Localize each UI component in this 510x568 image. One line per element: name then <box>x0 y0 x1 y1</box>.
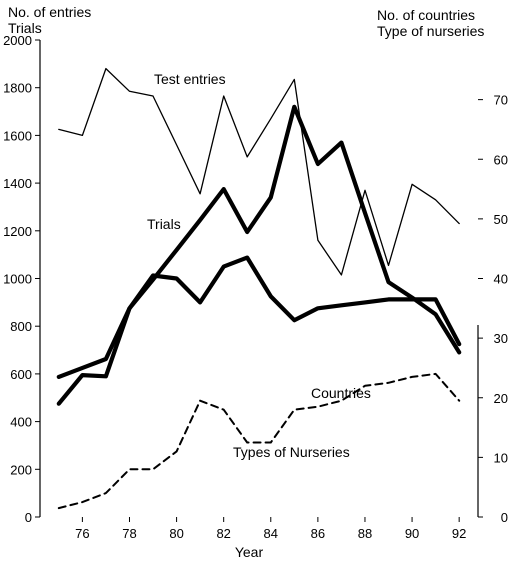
series-line-countries <box>56 255 462 379</box>
left-tick-label: 0 <box>25 510 32 525</box>
right-tick-label: 60 <box>494 152 508 167</box>
right-axis-title-line-2: Type of nurseries <box>377 23 484 39</box>
right-tick-label: 70 <box>494 93 508 108</box>
left-tick-label: 800 <box>10 319 32 334</box>
right-tick-label: 10 <box>494 450 508 465</box>
x-tick-label: 76 <box>75 526 89 541</box>
right-tick-label: 50 <box>494 212 508 227</box>
series-label-types-of-nurseries: Types of Nurseries <box>233 444 350 460</box>
left-axis-title-line-1: No. of entries <box>8 4 91 20</box>
x-axis-ticks: 76 78 80 82 84 86 88 90 92 <box>75 517 466 541</box>
x-tick-label: 84 <box>264 526 278 541</box>
series-layer <box>56 67 462 510</box>
left-tick-label: 1200 <box>3 224 32 239</box>
series-label-trials: Trials <box>147 216 181 232</box>
x-tick-label: 92 <box>452 526 466 541</box>
left-tick-label: 1600 <box>3 128 32 143</box>
left-tick-label: 400 <box>10 415 32 430</box>
x-tick-label: 88 <box>358 526 372 541</box>
x-axis-label: Year <box>235 544 264 560</box>
x-tick-label: 86 <box>311 526 325 541</box>
right-axis-title-line-1: No. of countries <box>377 7 475 23</box>
series-label-test-entries: Test entries <box>154 71 226 87</box>
series-line-test-entries <box>58 67 460 276</box>
right-tick-label: 20 <box>494 391 508 406</box>
series-line-trials <box>56 104 462 406</box>
right-tick-label: 30 <box>494 331 508 346</box>
left-axis-title-line-2: Trials <box>8 20 42 36</box>
left-tick-label: 600 <box>10 367 32 382</box>
x-tick-label: 82 <box>216 526 230 541</box>
left-tick-label: 1800 <box>3 81 32 96</box>
left-axis-ticks: 0 200 400 600 800 1000 1200 1400 1600 1800 2000 <box>3 33 40 525</box>
x-tick-label: 78 <box>122 526 136 541</box>
left-tick-label: 1400 <box>3 176 32 191</box>
left-tick-label: 200 <box>10 462 32 477</box>
right-tick-label: 40 <box>494 272 508 287</box>
right-tick-label: 0 <box>501 510 508 525</box>
left-tick-label: 1000 <box>3 272 32 287</box>
series-line-types-of-nurseries <box>57 372 461 510</box>
x-tick-label: 90 <box>405 526 419 541</box>
x-tick-label: 80 <box>169 526 183 541</box>
right-axis-ticks: 0 10 20 30 40 50 60 70 <box>478 93 508 525</box>
left-tick-label: 2000 <box>3 33 32 48</box>
series-label-countries: Countries <box>311 385 371 401</box>
